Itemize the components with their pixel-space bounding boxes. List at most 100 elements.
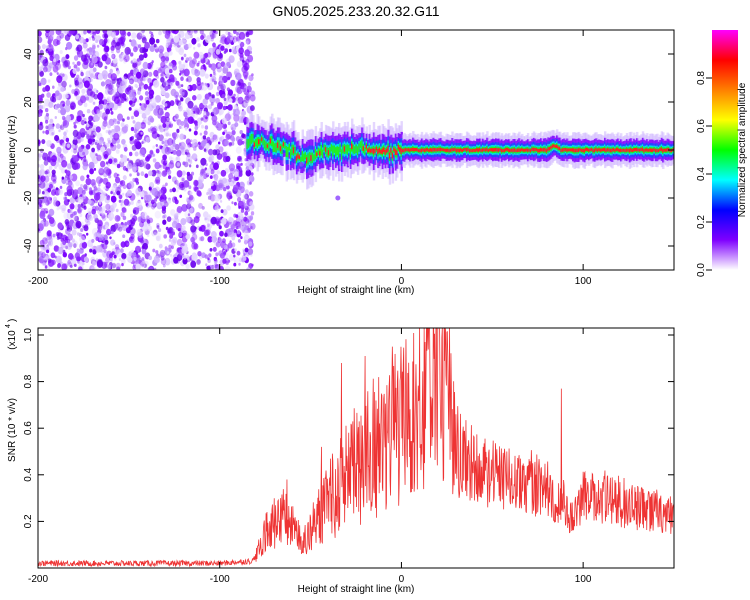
x-tick-label: -100 bbox=[210, 276, 230, 287]
spectrogram-noise-cell bbox=[38, 183, 41, 188]
spectrogram-noise-cell bbox=[70, 105, 75, 110]
spectrogram-noise-cell bbox=[134, 83, 138, 88]
spectrogram-noise-cell bbox=[72, 215, 78, 221]
spectrogram-noise-cell bbox=[39, 148, 44, 154]
spectrogram-noise-cell bbox=[88, 115, 93, 122]
spectrogram-noise-cell bbox=[90, 256, 95, 263]
spectrogram-noise-cell bbox=[223, 124, 227, 129]
spectrogram-noise-cell bbox=[163, 80, 168, 87]
spectrogram-noise-cell bbox=[126, 189, 133, 197]
spectrogram-noise-cell bbox=[44, 170, 48, 175]
spectrogram-noise-cell bbox=[225, 133, 231, 141]
spectrogram-noise-cell bbox=[82, 225, 85, 229]
spectrogram-noise-cell bbox=[186, 109, 192, 116]
spectrogram-noise-cell bbox=[236, 83, 239, 87]
spectrogram-noise-cell bbox=[204, 73, 209, 79]
spectrogram-noise-cell bbox=[132, 62, 137, 68]
spectrogram-noise-cell bbox=[38, 123, 44, 131]
spectrogram-noise-cell bbox=[244, 211, 249, 216]
spectrogram-noise-cell bbox=[215, 49, 221, 55]
spectrogram-noise-cell bbox=[132, 120, 136, 124]
spectrogram-noise-cell bbox=[143, 116, 149, 124]
spectrogram-noise-cell bbox=[55, 187, 59, 191]
spectrogram-noise-cell bbox=[196, 83, 202, 91]
spectrogram-noise-cell bbox=[83, 30, 87, 35]
spectrogram-noise-cell bbox=[156, 179, 161, 185]
spectrogram-noise-cell bbox=[200, 157, 207, 166]
spectrogram-noise-cell bbox=[103, 186, 106, 190]
spectrogram-noise-cell bbox=[167, 229, 171, 234]
spectrogram-noise-cell bbox=[164, 196, 168, 200]
spectrogram-noise-cell bbox=[153, 197, 158, 202]
spectrogram-noise-cell bbox=[162, 123, 167, 128]
spectrogram-noise-cell bbox=[249, 181, 252, 185]
spectrogram-noise-cell bbox=[154, 161, 161, 170]
spectrogram-noise-cell bbox=[173, 77, 177, 83]
colorbar-tick-label: 0.2 bbox=[696, 215, 707, 229]
spectrogram-noise-cell bbox=[204, 82, 207, 86]
spectrogram-noise-cell bbox=[128, 181, 135, 189]
spectrogram-noise-cell bbox=[38, 223, 44, 230]
spectrogram-noise-cell bbox=[110, 195, 117, 203]
spectrogram-noise-cell bbox=[118, 258, 121, 261]
spectrogram-noise-cell bbox=[140, 103, 147, 111]
spectrogram-noise-cell bbox=[110, 62, 114, 67]
spectrogram-noise-cell bbox=[67, 199, 70, 203]
spectrogram-noise-cell bbox=[39, 181, 46, 189]
spectrogram-noise-cell bbox=[245, 58, 250, 65]
spectrogram-noise-cell bbox=[104, 193, 108, 197]
spectrogram-noise-cell bbox=[111, 89, 116, 96]
spectrogram-noise-cell bbox=[251, 172, 254, 176]
spectrogram-noise-cell bbox=[108, 102, 115, 109]
spectrogram-noise-cell bbox=[42, 260, 47, 266]
spectrogram-noise-cell bbox=[181, 242, 185, 247]
spectrogram-noise-cell bbox=[149, 30, 152, 35]
spectrogram-noise-cell bbox=[165, 160, 168, 164]
spectrogram-noise-cell bbox=[145, 99, 150, 105]
spectrogram-noise-cell bbox=[38, 170, 42, 175]
spectrogram-noise-cell bbox=[176, 238, 183, 247]
spectrogram-noise-cell bbox=[212, 246, 217, 252]
spectrogram-noise-cell bbox=[123, 60, 127, 64]
spectrogram-noise-cell bbox=[91, 155, 95, 161]
spectrogram-noise-cell bbox=[111, 54, 115, 58]
spectrogram-noise-cell bbox=[236, 221, 241, 227]
spectrogram-noise-cell bbox=[134, 151, 139, 157]
spectrogram-noise-cell bbox=[113, 124, 117, 128]
spectrogram-noise-cell bbox=[144, 200, 147, 203]
spectrogram-noise-cell bbox=[113, 96, 120, 104]
spectrogram-noise-cell bbox=[83, 80, 90, 88]
spectrogram-noise-cell bbox=[244, 95, 250, 104]
spectrogram-noise-cell bbox=[228, 48, 232, 53]
spectrogram-noise-cell bbox=[241, 140, 245, 145]
y-tick-label: -20 bbox=[23, 190, 34, 205]
spectrogram-noise-cell bbox=[174, 113, 179, 119]
spectrogram-noise-cell bbox=[98, 206, 103, 212]
spectrogram-noise-cell bbox=[193, 112, 199, 119]
spectrogram-noise-cell bbox=[231, 46, 238, 54]
spectrogram-noise-cell bbox=[71, 148, 74, 153]
spectrogram-noise-cell bbox=[244, 66, 249, 72]
spectrogram-noise-cell bbox=[168, 50, 173, 56]
spectrogram-noise-cell bbox=[183, 246, 189, 254]
spectrogram-noise-cell bbox=[240, 201, 246, 208]
spectrogram-noise-cell bbox=[160, 255, 165, 261]
spectrogram-noise-cell bbox=[135, 245, 141, 254]
spectrogram-noise-cell bbox=[51, 155, 57, 163]
spectrogram-noise-cell bbox=[189, 143, 193, 148]
spectrogram-noise-cell bbox=[152, 158, 157, 163]
spectrogram-noise-cell bbox=[159, 199, 166, 207]
spectrogram-noise-cell bbox=[172, 64, 178, 71]
spectrogram-noise-cell bbox=[120, 154, 124, 159]
spectrogram-noise-cell bbox=[173, 35, 180, 43]
spectrogram-noise-cell bbox=[214, 258, 218, 263]
spectrogram-noise-cell bbox=[99, 178, 104, 183]
spectrogram-noise-cell bbox=[86, 123, 90, 128]
spectrogram-noise-cell bbox=[129, 236, 133, 242]
spectrogram-noise-cell bbox=[144, 91, 149, 96]
spectrogram-noise-cell bbox=[188, 194, 194, 201]
spectrogram-noise-cell bbox=[67, 261, 70, 266]
spectrogram-noise-cell bbox=[178, 63, 184, 71]
spectrogram-noise-cell bbox=[233, 201, 237, 206]
spectrogram-noise-cell bbox=[162, 264, 166, 268]
